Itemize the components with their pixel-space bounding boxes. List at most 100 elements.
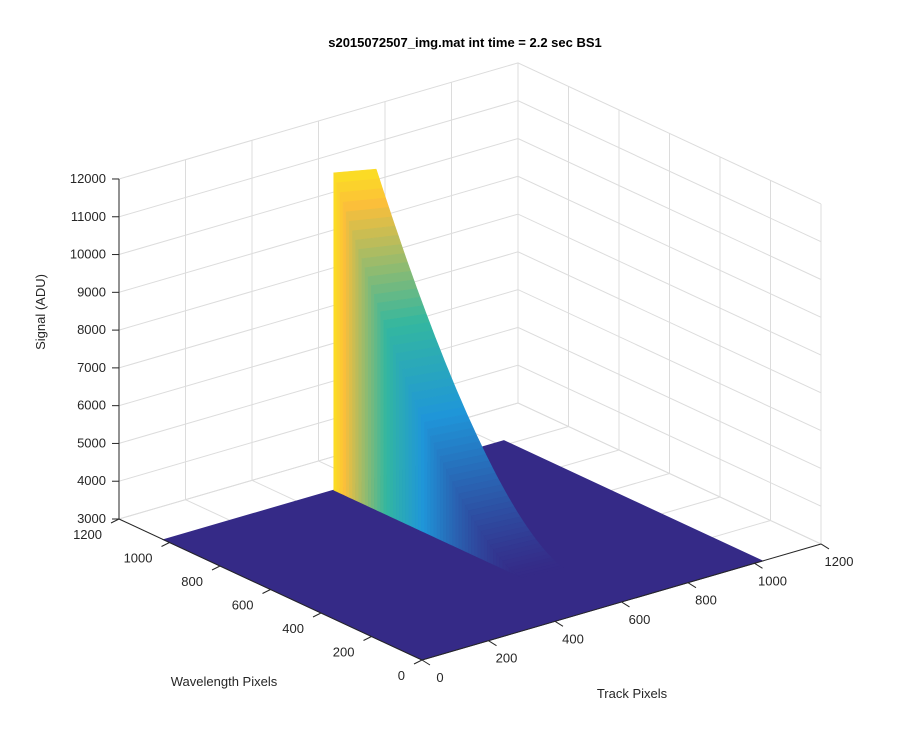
z-tick-label: 8000: [77, 322, 106, 337]
y-tick-label: 800: [181, 574, 203, 589]
y-tick-label: 200: [333, 645, 355, 660]
grid-line: [118, 289, 822, 432]
surface-facet: [342, 202, 347, 497]
surface-facet: [474, 520, 478, 558]
surface-facet: [433, 442, 438, 539]
z-tick-label: 11000: [71, 209, 106, 224]
x-tick-label: 400: [562, 631, 584, 646]
y-tick-mark: [110, 518, 120, 524]
surface-facet: [352, 230, 356, 501]
z-tick-label: 5000: [77, 435, 106, 450]
z-tick-label: 3000: [77, 511, 106, 526]
grid-line: [118, 213, 822, 356]
grid-line: [118, 62, 822, 205]
surface: [161, 168, 764, 661]
x-tick-label: 1200: [825, 554, 854, 569]
x-axis-label: Track Pixels: [597, 686, 668, 701]
surface-facet: [380, 311, 385, 514]
surface-facet: [383, 320, 388, 516]
y-tick-label: 400: [282, 621, 304, 636]
y-tick-mark: [312, 612, 322, 618]
surface-facet: [345, 211, 350, 498]
grid-line: [118, 402, 822, 545]
surface-facet: [436, 449, 441, 541]
x-tick-mark: [754, 562, 763, 569]
grid-line: [118, 364, 822, 507]
surface-facet: [517, 565, 565, 578]
surface-facet: [333, 172, 338, 492]
x-tick-mark: [554, 620, 564, 627]
surface-facet: [396, 353, 400, 522]
x-tick-mark: [621, 601, 630, 608]
x-tick-label: 1000: [758, 573, 787, 588]
surface-facet: [464, 504, 469, 554]
surface-facet: [452, 481, 457, 548]
x-tick-label: 200: [496, 651, 518, 666]
surface-facet: [358, 249, 363, 504]
surface-facet: [411, 392, 416, 529]
surface-facet: [355, 240, 359, 503]
surface-facet: [402, 369, 406, 525]
x-tick-mark: [687, 582, 697, 589]
surface-facet: [414, 400, 419, 530]
surface-facet: [468, 509, 472, 555]
x-tick-mark: [421, 659, 431, 666]
z-tick-label: 9000: [77, 284, 106, 299]
surface-facet: [458, 493, 463, 551]
y-tick-mark: [262, 589, 271, 594]
surface-facet: [349, 221, 353, 500]
surface-facet: [421, 414, 425, 533]
surface-facet: [430, 436, 435, 538]
surface-facet: [417, 407, 422, 532]
y-tick-label: 0: [398, 668, 405, 683]
surface-facet: [443, 462, 447, 543]
y-tick-mark: [363, 636, 372, 641]
surface-facet: [389, 336, 394, 519]
surface-facet: [427, 429, 431, 536]
surface-facet: [367, 276, 372, 509]
surface-facet: [392, 345, 397, 520]
surface-facet: [446, 469, 450, 545]
tick-labels: 0200400600800100012000200400600800100012…: [70, 171, 854, 685]
surface-facet: [471, 515, 475, 557]
surface-facet: [455, 487, 460, 549]
surface-facet: [371, 285, 375, 510]
surface-facet: [439, 456, 444, 542]
y-tick-mark: [161, 542, 170, 547]
surface-facet: [399, 361, 403, 523]
surface-facet: [408, 384, 413, 527]
y-tick-mark: [211, 565, 221, 571]
surface-facet: [377, 303, 381, 513]
z-tick-label: 4000: [77, 473, 106, 488]
x-tick-label: 0: [436, 670, 443, 685]
z-tick-label: 7000: [77, 360, 106, 375]
y-tick-label: 600: [232, 598, 254, 613]
grid-line: [118, 175, 822, 318]
y-tick-label: 1200: [73, 527, 102, 542]
y-tick-label: 1000: [124, 551, 153, 566]
surface-facet: [424, 421, 428, 535]
z-tick-label: 10000: [70, 247, 106, 262]
grid-line: [118, 326, 822, 469]
y-axis-label: Wavelength Pixels: [171, 674, 278, 689]
x-tick-mark: [820, 543, 830, 550]
grid-line: [118, 100, 822, 243]
surface-facet: [461, 498, 466, 552]
z-tick-label: 12000: [70, 171, 106, 186]
surface-facet: [339, 192, 344, 495]
y-tick-mark: [413, 659, 423, 665]
surface-facet: [364, 267, 369, 507]
surface-facet: [374, 294, 378, 511]
surface-facet: [477, 525, 482, 559]
z-tick-label: 6000: [77, 398, 106, 413]
z-axis-label: Signal (ADU): [33, 274, 48, 350]
surface-facet: [361, 258, 366, 506]
surface-facet: [405, 377, 410, 526]
surface-facet: [449, 475, 453, 546]
axes: [110, 178, 830, 666]
surface-facet: [386, 328, 391, 517]
surface-facet: [336, 182, 341, 494]
x-tick-label: 600: [629, 612, 651, 627]
x-tick-mark: [488, 640, 497, 647]
